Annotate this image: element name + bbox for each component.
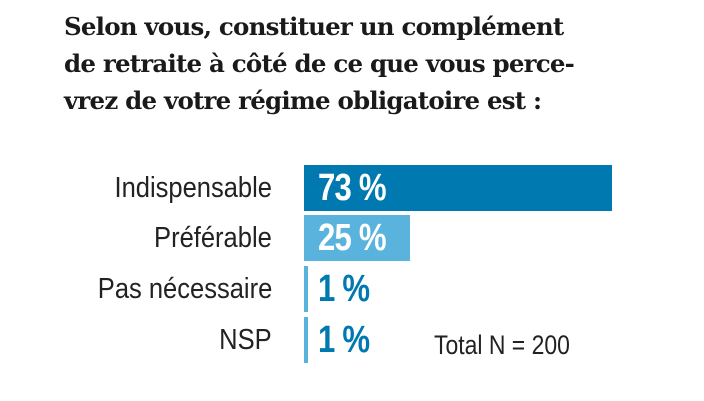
value-label: 1 % — [318, 268, 370, 310]
bar — [304, 317, 309, 363]
bar — [304, 266, 309, 312]
title-line: vrez de votre régime obligatoire est : — [64, 86, 542, 115]
chart-title: Selon vous, constituer un complément de … — [64, 8, 684, 119]
category-label: Indispensable — [114, 172, 272, 204]
bar — [304, 165, 613, 211]
total-annotation: Total N = 200 — [434, 330, 570, 360]
title-line: Selon vous, constituer un complément — [64, 12, 564, 41]
category-label: Préférable — [154, 222, 272, 254]
value-label: 1 % — [318, 319, 370, 361]
category-label: NSP — [219, 324, 272, 356]
title-line: de retraite à côté de ce que vous perce- — [64, 49, 575, 78]
category-label: Pas nécessaire — [97, 273, 272, 305]
bar — [304, 215, 410, 261]
value-label: 25 % — [318, 217, 387, 259]
value-label: 73 % — [318, 167, 387, 209]
